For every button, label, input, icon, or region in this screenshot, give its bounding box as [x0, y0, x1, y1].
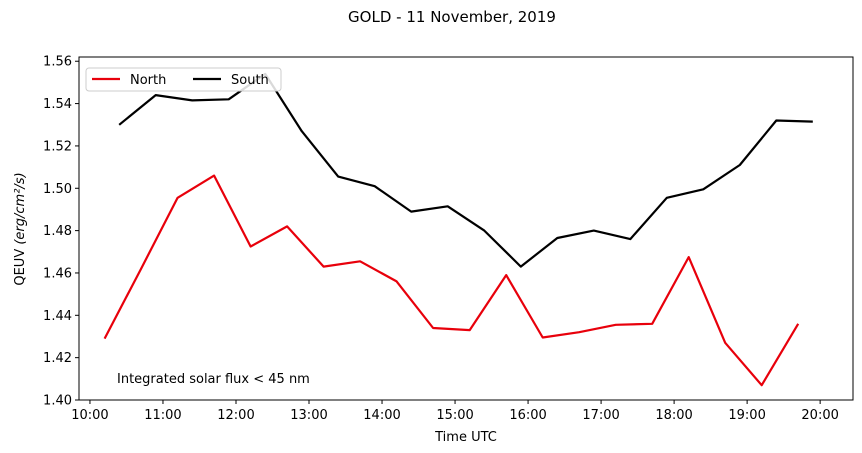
x-tick-label: 16:00: [509, 408, 546, 423]
y-axis-label: QEUV (erg/cm²/s): [13, 172, 28, 285]
y-axis-label-name: QEUV: [13, 249, 28, 286]
x-tick-label: 10:00: [71, 408, 108, 423]
x-tick-label: 18:00: [655, 408, 692, 423]
x-tick-label: 19:00: [728, 408, 765, 423]
y-tick-label: 1.46: [43, 266, 72, 281]
x-tick-label: 13:00: [290, 408, 327, 423]
y-tick-label: 1.40: [43, 394, 72, 409]
chart-title: GOLD - 11 November, 2019: [348, 8, 556, 26]
y-tick-label: 1.48: [43, 224, 72, 239]
series-line-south: [118, 72, 813, 268]
x-tick-label: 15:00: [436, 408, 473, 423]
legend-label-south: South: [231, 73, 269, 88]
x-tick-label: 17:00: [582, 408, 619, 423]
legend-label-north: North: [130, 73, 166, 88]
x-tick-label: 14:00: [363, 408, 400, 423]
x-tick-label: 12:00: [217, 408, 254, 423]
y-tick-label: 1.44: [43, 309, 72, 324]
y-axis: 1.40 1.42 1.44 1.46 1.48 1.50 1.52 1.54 1.56: [43, 55, 79, 409]
y-tick-label: 1.54: [43, 97, 72, 112]
plot-frame: [78, 56, 854, 401]
x-tick-label: 20:00: [801, 408, 838, 423]
annotation: Integrated solar flux < 45 nm: [117, 372, 310, 387]
y-axis-label-unit: (erg/cm²/s): [13, 172, 28, 244]
y-tick-label: 1.42: [43, 351, 72, 366]
legend-box: [85, 67, 282, 92]
legend: North South: [85, 67, 282, 92]
series-layer: [103, 72, 813, 387]
y-tick-label: 1.50: [43, 182, 72, 197]
x-axis: 10:00 11:00 12:00 13:00 14:00 15:00 16:00 17:00…: [71, 400, 839, 423]
y-tick-label: 1.56: [43, 55, 72, 70]
y-tick-label: 1.52: [43, 139, 72, 154]
series-line-north: [103, 174, 800, 387]
x-axis-label: Time UTC: [434, 430, 497, 445]
x-tick-label: 11:00: [144, 408, 181, 423]
